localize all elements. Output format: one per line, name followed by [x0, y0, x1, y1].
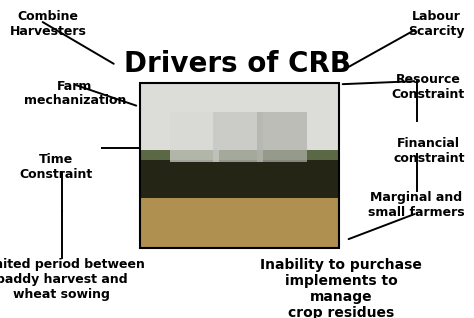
Text: Resource
Constraint: Resource Constraint [391, 73, 465, 101]
Bar [213, 113, 263, 162]
Text: Marginal and
small farmers: Marginal and small farmers [368, 191, 465, 219]
Text: Drivers of CRB: Drivers of CRB [124, 50, 350, 78]
Text: Farm
mechanization: Farm mechanization [24, 80, 126, 107]
Bar [140, 160, 339, 202]
Text: Financial
constraint: Financial constraint [393, 137, 465, 165]
Bar [140, 83, 339, 248]
Text: Inability to purchase
implements to
manage
crop residues: Inability to purchase implements to mana… [260, 258, 422, 318]
Bar [140, 198, 339, 248]
Text: Labour
Scarcity: Labour Scarcity [408, 10, 465, 38]
Text: Combine
Harvesters: Combine Harvesters [9, 10, 86, 38]
Bar [140, 83, 339, 174]
Text: Time
Constraint: Time Constraint [19, 153, 92, 181]
Bar [257, 113, 307, 162]
Bar [170, 113, 219, 162]
Bar [140, 150, 339, 162]
Text: Limited period between
paddy harvest and
wheat sowing: Limited period between paddy harvest and… [0, 258, 145, 301]
